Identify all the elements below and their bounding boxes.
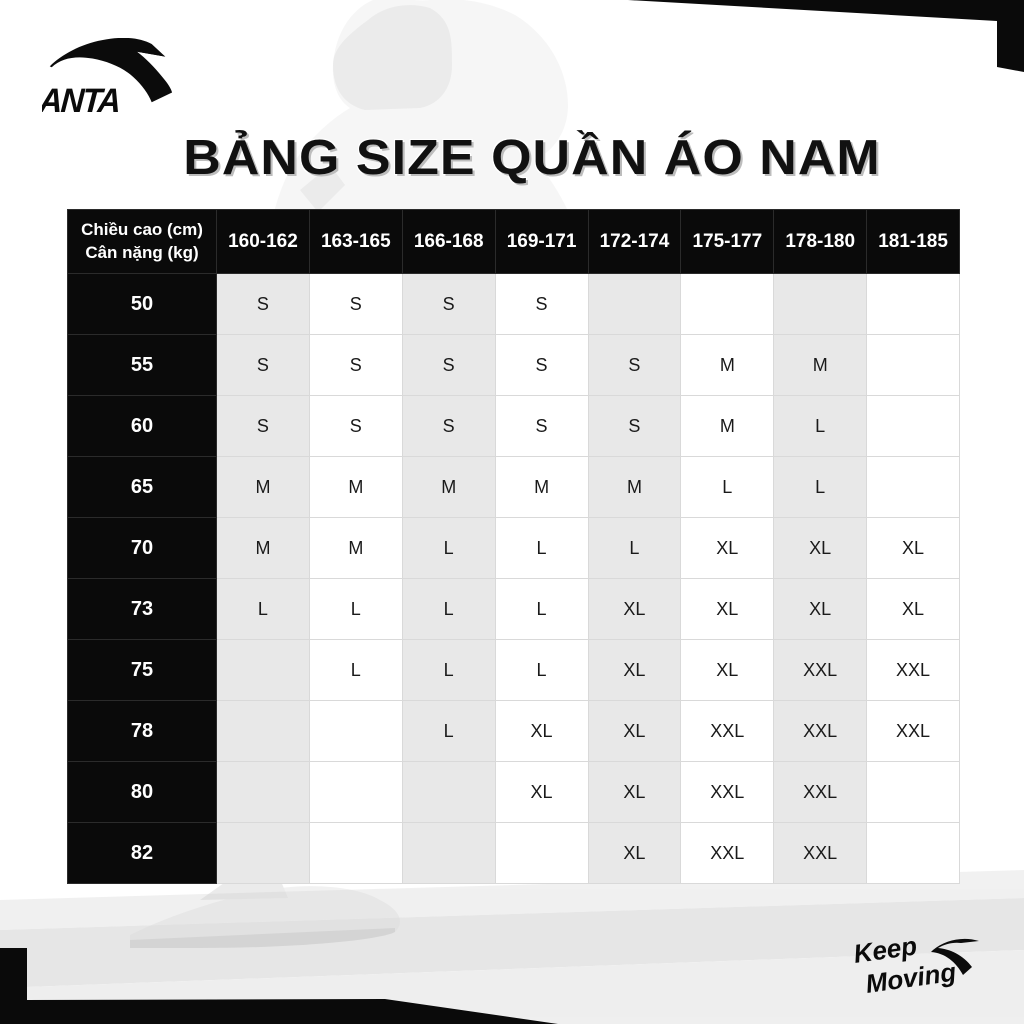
svg-text:ANTA: ANTA (42, 82, 121, 116)
